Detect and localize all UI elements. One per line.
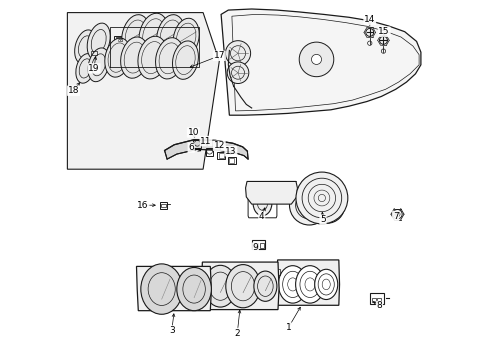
Bar — [371, 298, 375, 302]
Text: 8: 8 — [376, 302, 382, 310]
Ellipse shape — [314, 269, 337, 300]
Bar — [205, 148, 213, 156]
Bar — [193, 140, 201, 148]
Ellipse shape — [177, 267, 211, 311]
Text: 18: 18 — [68, 86, 79, 95]
Text: 7: 7 — [392, 212, 398, 220]
Circle shape — [309, 189, 344, 223]
Ellipse shape — [122, 15, 150, 57]
Text: 4: 4 — [259, 212, 264, 221]
Text: 10: 10 — [187, 128, 199, 137]
Ellipse shape — [87, 23, 110, 60]
Ellipse shape — [253, 271, 276, 301]
Text: 1: 1 — [285, 323, 291, 332]
Ellipse shape — [75, 30, 96, 64]
Text: 15: 15 — [378, 27, 389, 36]
Polygon shape — [276, 260, 339, 305]
Bar — [91, 51, 97, 55]
Text: 5: 5 — [320, 215, 325, 224]
Circle shape — [227, 62, 248, 84]
Ellipse shape — [225, 265, 260, 308]
FancyArrowPatch shape — [302, 60, 308, 66]
Polygon shape — [67, 13, 219, 169]
Polygon shape — [245, 181, 297, 204]
Ellipse shape — [141, 264, 182, 314]
Bar — [254, 243, 258, 248]
Circle shape — [392, 210, 401, 219]
Ellipse shape — [76, 54, 95, 83]
Ellipse shape — [139, 13, 168, 57]
Ellipse shape — [104, 38, 130, 77]
Polygon shape — [164, 140, 247, 159]
Ellipse shape — [278, 266, 306, 303]
Circle shape — [311, 54, 321, 64]
Ellipse shape — [295, 266, 324, 303]
Text: 2: 2 — [234, 328, 240, 338]
Text: 3: 3 — [168, 326, 174, 335]
Bar — [115, 37, 126, 45]
Ellipse shape — [88, 48, 109, 82]
FancyArrowPatch shape — [309, 46, 315, 51]
Circle shape — [289, 185, 328, 225]
Circle shape — [295, 172, 347, 224]
Text: 9: 9 — [252, 243, 258, 252]
Text: 88: 88 — [118, 38, 124, 43]
Bar — [370, 293, 384, 304]
Text: 11: 11 — [200, 137, 211, 146]
Text: 14: 14 — [364, 15, 375, 24]
Ellipse shape — [172, 41, 198, 79]
Text: 16: 16 — [137, 201, 148, 210]
Ellipse shape — [121, 37, 148, 78]
FancyArrowPatch shape — [317, 67, 323, 73]
Polygon shape — [201, 262, 279, 310]
Ellipse shape — [204, 265, 236, 307]
Ellipse shape — [173, 18, 199, 57]
Ellipse shape — [156, 15, 184, 57]
Text: 12: 12 — [213, 141, 224, 150]
Bar — [275, 269, 280, 275]
Ellipse shape — [253, 191, 271, 216]
Bar — [229, 158, 234, 163]
Bar — [228, 157, 235, 164]
Ellipse shape — [138, 36, 167, 79]
Bar — [114, 36, 127, 46]
Bar — [252, 240, 264, 249]
Circle shape — [299, 42, 333, 77]
Bar — [218, 153, 223, 158]
Polygon shape — [136, 266, 211, 311]
Text: 6: 6 — [188, 143, 194, 152]
Bar — [217, 152, 224, 159]
Bar — [161, 204, 165, 207]
Bar — [260, 243, 263, 248]
Bar — [160, 202, 167, 209]
Text: 13: 13 — [224, 147, 236, 156]
FancyArrowPatch shape — [324, 53, 329, 59]
Polygon shape — [221, 9, 420, 115]
Ellipse shape — [155, 38, 183, 79]
Bar — [377, 298, 380, 302]
Text: 19: 19 — [88, 64, 100, 73]
Circle shape — [225, 41, 250, 66]
Text: 17: 17 — [213, 51, 224, 60]
